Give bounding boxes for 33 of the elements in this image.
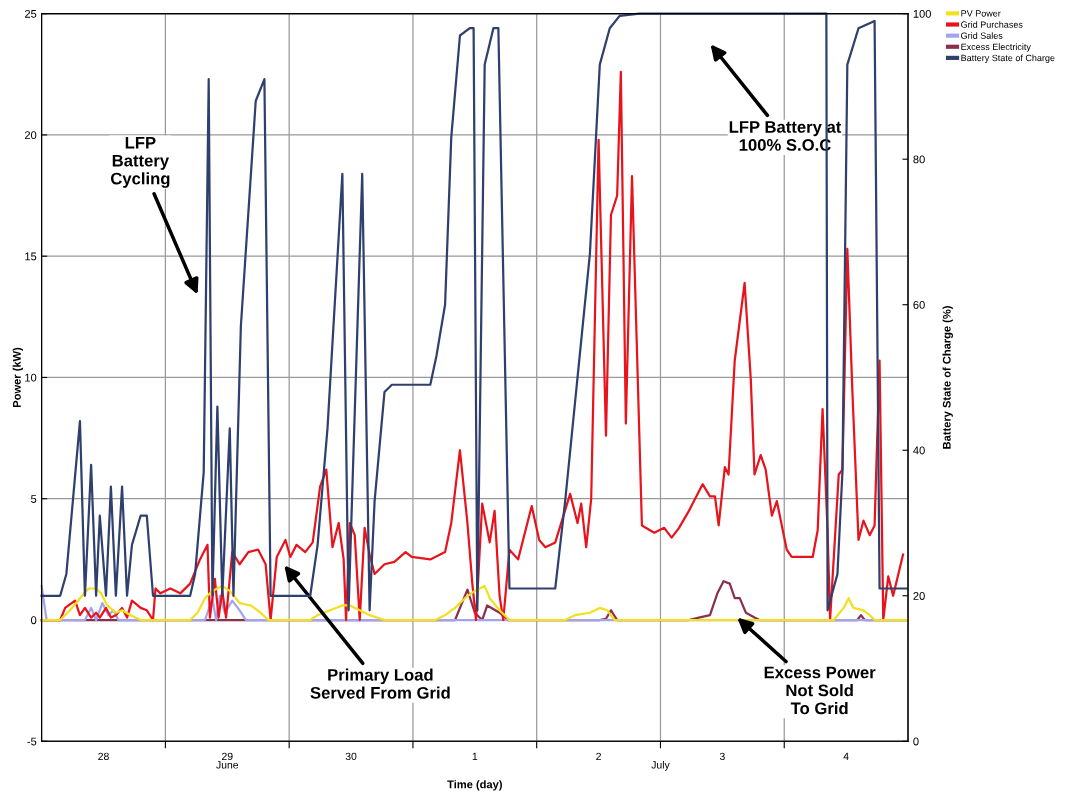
legend-label: Grid Sales bbox=[961, 32, 1003, 39]
legend-label: Excess Electricity bbox=[961, 43, 1031, 52]
y2-tick-label: 100 bbox=[913, 9, 931, 18]
legend-label: Battery State of Charge bbox=[961, 54, 1055, 63]
legend-label: PV Power bbox=[961, 10, 1001, 17]
x-tick-label: 1 bbox=[472, 752, 478, 760]
x-tick-label: 28 bbox=[98, 752, 109, 761]
y-tick-label: 25 bbox=[24, 9, 37, 18]
x-tick-label: 30 bbox=[345, 752, 357, 761]
y-tick-label: 5 bbox=[31, 495, 37, 503]
annotation: Excess Power Not Sold To Grid bbox=[764, 666, 876, 715]
y2-tick-label: 80 bbox=[913, 155, 925, 164]
y-axis-title: Power (kW) bbox=[12, 347, 24, 407]
x-tick-label: 2 bbox=[596, 752, 601, 760]
y-tick-label: 15 bbox=[25, 252, 37, 261]
x-tick-label: 3 bbox=[719, 752, 725, 761]
y-tick-label: 20 bbox=[24, 131, 37, 140]
x2-tick-label: July bbox=[651, 760, 670, 771]
y-tick-label: -5 bbox=[27, 737, 37, 746]
y2-tick-label: 20 bbox=[913, 592, 925, 600]
x2-tick-label: June bbox=[216, 761, 239, 769]
y2-tick-label: 40 bbox=[913, 446, 925, 455]
y2-tick-label: 0 bbox=[913, 737, 919, 746]
annotation: LFP Battery Cycling bbox=[110, 136, 170, 188]
legend-label: Grid Purchases bbox=[961, 21, 1023, 28]
x-tick-label: 4 bbox=[843, 752, 849, 760]
annotation: Primary Load Served From Grid bbox=[310, 668, 450, 699]
y-tick-label: 10 bbox=[25, 373, 37, 382]
x-axis-title: Time (day) bbox=[447, 780, 502, 791]
y-tick-label: 0 bbox=[31, 616, 37, 625]
y2-tick-label: 60 bbox=[913, 300, 925, 309]
y2-axis-title: Battery State of Charge (%) bbox=[942, 306, 953, 449]
x-tick-label: 29 bbox=[222, 752, 233, 761]
